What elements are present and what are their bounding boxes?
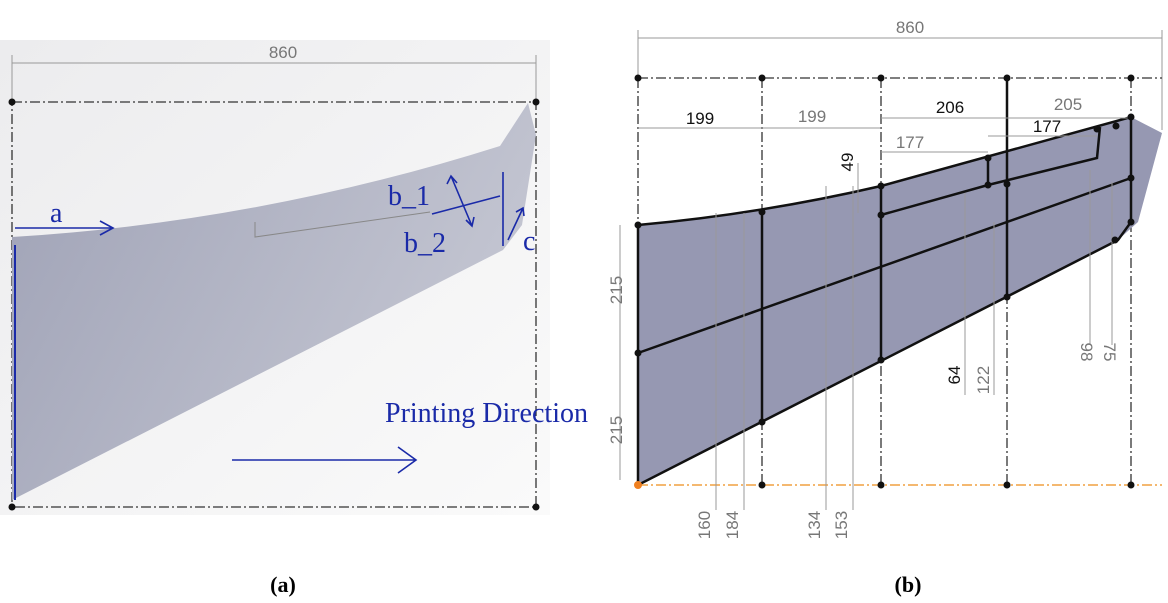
dimension-label: 98 (1077, 343, 1096, 362)
dimension-label: 199 (798, 107, 826, 126)
dimension-label: 206 (936, 98, 964, 117)
point (533, 99, 540, 106)
dimension-label: 177 (896, 133, 924, 152)
dimension-label: 134 (805, 511, 824, 539)
point (9, 504, 16, 511)
label-c: c (523, 226, 535, 257)
dimension-label: 49 (838, 153, 857, 172)
dimension-label: 160 (695, 511, 714, 539)
point (9, 99, 16, 106)
dimension-label: 199 (686, 109, 714, 128)
figure: 860 a b_1 b_2 c Printing Direction (a) 8… (0, 0, 1168, 603)
dimension-label: 215 (607, 416, 626, 444)
dimension-label: 860 (896, 18, 924, 37)
label-b1: b_1 (388, 181, 430, 212)
dimension-label: 860 (269, 43, 297, 62)
caption-a: (a) (270, 572, 296, 597)
point (533, 504, 540, 511)
dimension-label: 177 (1033, 117, 1061, 136)
dimension-label: 215 (607, 276, 626, 304)
dimension-label: 153 (832, 511, 851, 539)
wing-shape (638, 117, 1162, 485)
label-b2: b_2 (404, 228, 446, 259)
printing-direction: Printing Direction (385, 398, 588, 429)
dimension-label: 122 (974, 366, 993, 394)
dimension-label: 75 (1100, 343, 1119, 362)
label-a: a (50, 198, 63, 229)
dimension-label: 205 (1054, 95, 1082, 114)
dimension-label: 64 (945, 366, 964, 385)
dimension-label: 184 (723, 511, 742, 539)
caption-b: (b) (895, 572, 922, 597)
